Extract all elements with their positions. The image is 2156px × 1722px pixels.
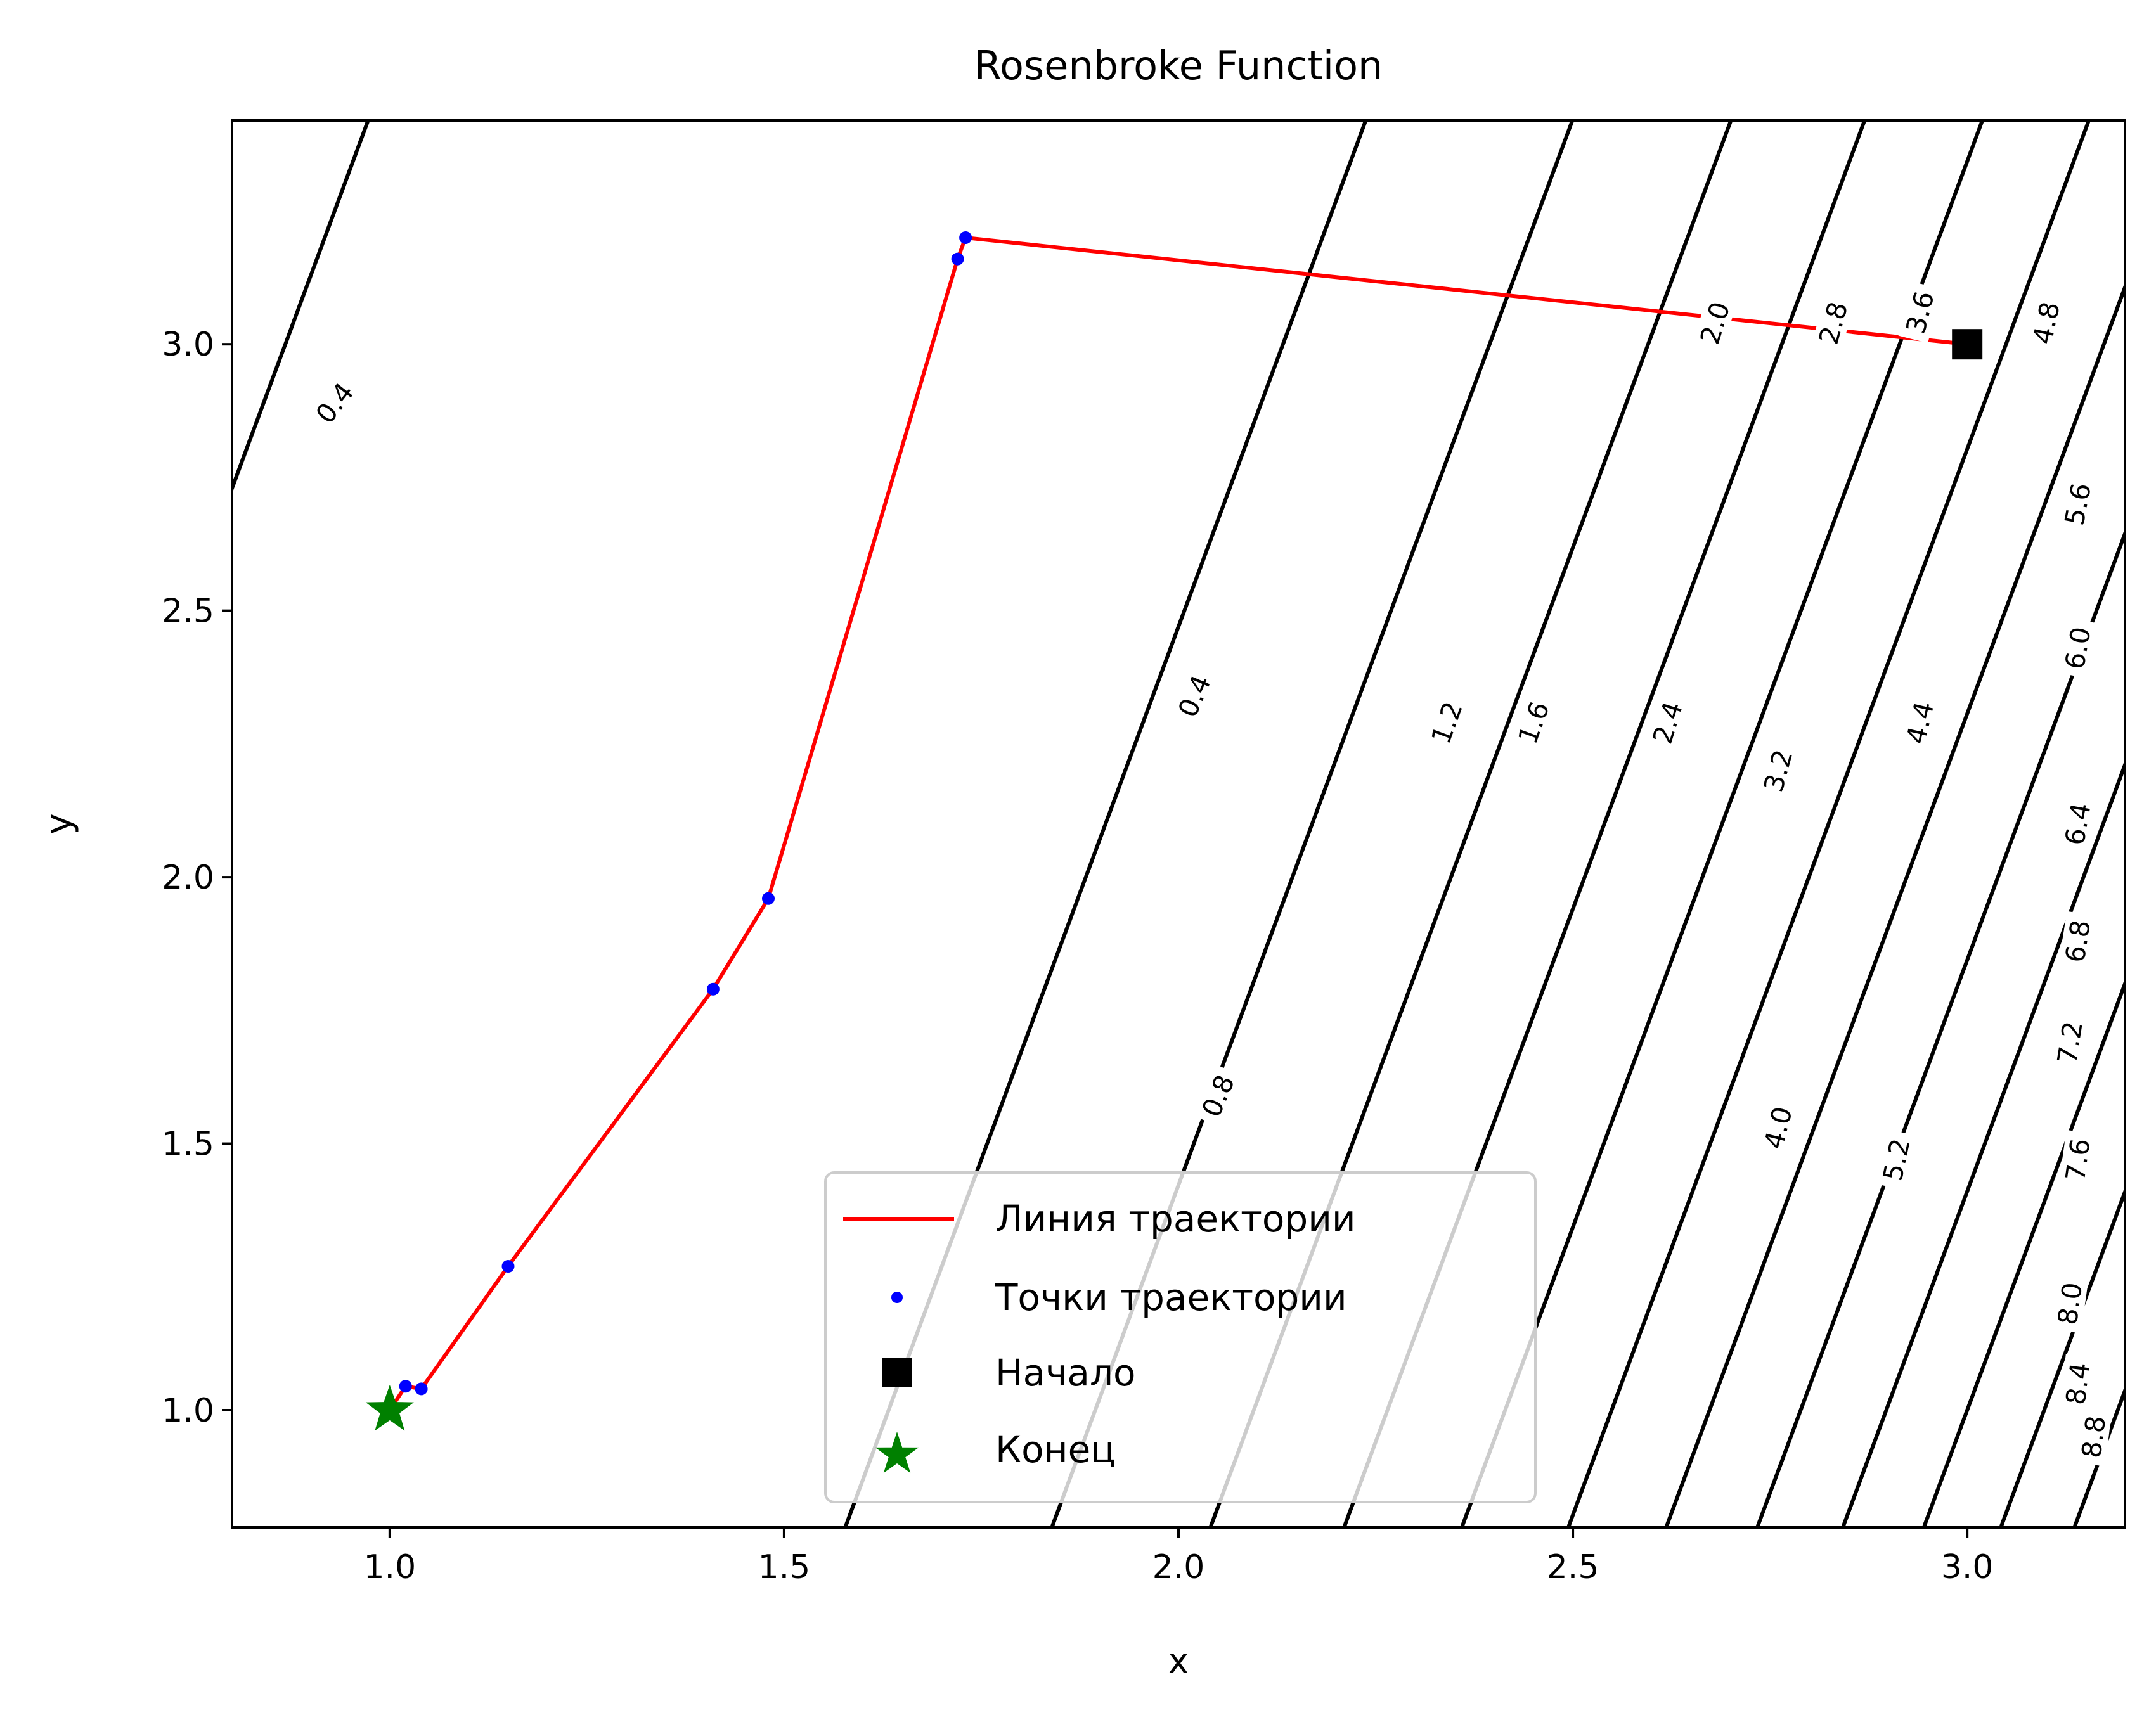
x-tick-label: 2.5 — [1547, 1548, 1599, 1586]
y-tick-label: 3.0 — [162, 326, 214, 364]
contour-label-bg — [1423, 691, 1471, 754]
contour-label-bg — [1692, 292, 1738, 354]
contour-line-2-4-right — [1566, 120, 2091, 1527]
start-end-markers — [365, 329, 1983, 1431]
contour-label-bg — [1644, 691, 1691, 754]
contour-label-19: 7.6 — [2058, 1129, 2097, 1190]
y-axis-label: y — [39, 813, 80, 834]
legend-point-swatch — [891, 1292, 903, 1303]
contour-line-4-right — [1921, 978, 2125, 1527]
y-tick-label: 1.5 — [162, 1126, 214, 1164]
trajectory-point — [959, 231, 972, 244]
trajectory-point — [706, 982, 720, 996]
contour-label-bg — [2058, 794, 2098, 854]
contour-label-20: 8.0 — [2051, 1273, 2089, 1333]
x-axis-ticks: 1.0 1.5 2.0 2.5 3.0 — [363, 1527, 1994, 1586]
contour-label-bg — [1756, 1096, 1800, 1159]
contour-label-text: 7.2 — [2051, 1019, 2089, 1066]
contour-label-bg — [2057, 473, 2098, 535]
contour-labels: 0.40.40.81.2 1.62.02.42.83.23.64.04.44.85… — [305, 281, 2112, 1467]
contour-line-0-4-left — [232, 120, 370, 494]
contour-label-text: 8.4 — [2060, 1361, 2096, 1406]
y-tick-label: 1.0 — [162, 1392, 214, 1430]
trajectory-point — [762, 892, 775, 905]
legend-star-swatch — [875, 1432, 919, 1474]
contour-line-3-2-right — [1755, 528, 2125, 1527]
contour-label-bg — [2058, 618, 2098, 678]
contour-label-bg — [2051, 1273, 2089, 1333]
contour-label-21: 8.4 — [2059, 1354, 2096, 1413]
contour-line-2-8-right — [1664, 281, 2125, 1527]
contour-label-17: 6.8 — [2058, 911, 2097, 972]
contour-label-bg — [1898, 281, 1942, 344]
legend-label-end: Конец — [995, 1428, 1116, 1471]
contour-label-bg — [2075, 1407, 2112, 1467]
chart-title: Rosenbroke Function — [974, 42, 1383, 89]
legend-label-points: Точки траектории — [995, 1276, 1347, 1319]
contour-label-bg — [1509, 691, 1558, 754]
contour-label-14: 5.6 — [2057, 473, 2098, 535]
contour-line-4-4-right — [1999, 1186, 2125, 1527]
trajectory-point — [951, 252, 964, 266]
contour-label-text: 6.4 — [2059, 800, 2097, 847]
contour-label-bg — [305, 371, 364, 435]
contour-label-22: 8.8 — [2075, 1407, 2112, 1467]
legend-label-start: Начало — [995, 1351, 1136, 1394]
contour-label-bg — [2058, 1129, 2097, 1190]
trajectory-point — [415, 1382, 428, 1396]
x-axis-label: x — [1168, 1641, 1189, 1682]
contour-label-16: 6.4 — [2058, 794, 2098, 854]
legend-square-swatch — [882, 1358, 912, 1387]
contour-label-18: 7.2 — [2050, 1012, 2089, 1073]
y-axis-ticks: 1.0 1.5 2.0 2.5 3.0 — [162, 326, 232, 1430]
x-tick-label: 2.0 — [1152, 1548, 1205, 1586]
y-tick-label: 2.5 — [162, 593, 214, 631]
x-tick-label: 1.0 — [363, 1548, 416, 1586]
trajectory-point — [399, 1380, 412, 1393]
contour-label-bg — [1811, 292, 1856, 354]
contour-label-9: 3.6 — [1898, 281, 1942, 344]
contour-label-bg — [1899, 691, 1941, 754]
contour-line-2-right — [1460, 120, 1984, 1527]
contour-label-bg — [2050, 1012, 2089, 1073]
contour-label-bg — [2025, 292, 2067, 354]
x-tick-label: 1.5 — [758, 1548, 811, 1586]
contour-label-bg — [1192, 1064, 1243, 1128]
contour-label-bg — [1756, 740, 1800, 802]
contour-label-text: 7.6 — [2060, 1136, 2096, 1183]
x-tick-label: 3.0 — [1941, 1548, 1994, 1586]
contour-label-text: 6.0 — [2059, 624, 2097, 671]
contour-label-text: 8.8 — [2075, 1414, 2112, 1460]
legend-box — [824, 1171, 1537, 1503]
legend: Линия траектории Точки траектории Начало… — [824, 1171, 1537, 1503]
trajectory-point — [501, 1260, 515, 1273]
contour-label-text: 6.8 — [2059, 918, 2096, 965]
contour-label-bg — [2059, 1354, 2096, 1413]
y-tick-label: 2.0 — [162, 859, 214, 897]
contour-label-bg — [1875, 1129, 1917, 1190]
contour-label-bg — [2058, 911, 2097, 972]
contour-label-15: 6.0 — [2058, 618, 2098, 678]
contour-label-text: 8.0 — [2051, 1280, 2088, 1327]
contour-line-3-6-right — [1841, 759, 2125, 1527]
contour-label-bg — [1169, 664, 1220, 728]
legend-label-line: Линия траектории — [995, 1197, 1356, 1240]
end-marker — [365, 1385, 414, 1431]
start-marker — [1952, 329, 1983, 360]
